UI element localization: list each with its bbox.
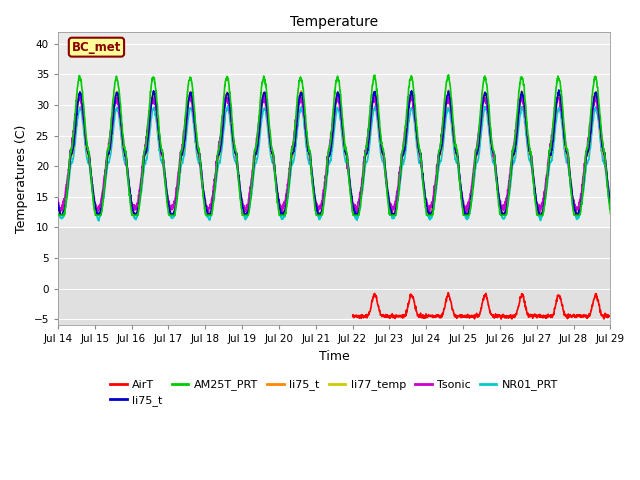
Bar [58,228,611,325]
Title: Temperature: Temperature [290,15,378,29]
Text: BC_met: BC_met [72,41,121,54]
Bar [58,32,611,228]
X-axis label: Time: Time [319,350,349,363]
Legend: AirT, li75_t, AM25T_PRT, li75_t, li77_temp, Tsonic, NR01_PRT: AirT, li75_t, AM25T_PRT, li75_t, li77_te… [106,375,563,410]
Y-axis label: Temperatures (C): Temperatures (C) [15,124,28,233]
